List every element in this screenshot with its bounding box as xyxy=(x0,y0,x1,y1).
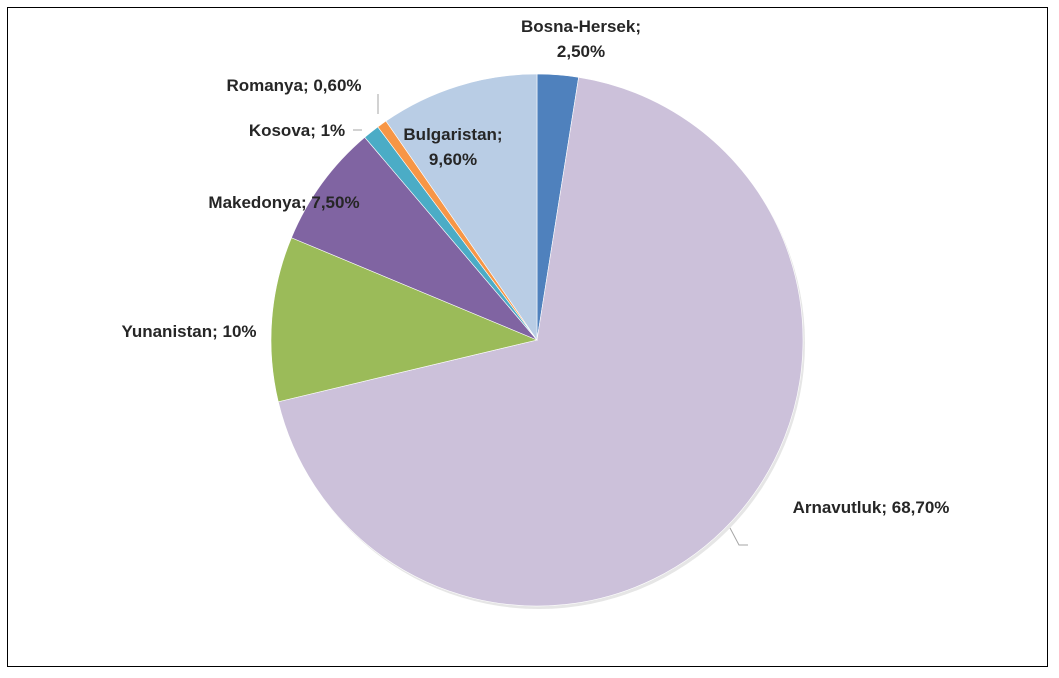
data-label-kosova: Kosova; 1% xyxy=(249,121,345,140)
data-label-arnavutluk: Arnavutluk; 68,70% xyxy=(793,498,950,517)
pie-slice-yunanistan xyxy=(270,237,538,403)
leader-line-arnavutluk xyxy=(729,527,748,546)
data-label-romanya: Romanya; 0,60% xyxy=(226,76,361,95)
pie-slices xyxy=(270,73,805,609)
pie-slice-makedonya xyxy=(291,136,538,341)
data-label-makedonya: Makedonya; 7,50% xyxy=(208,193,359,212)
leader-lines xyxy=(353,94,748,546)
pie-chart: Bosna-Hersek; 2,50% Arnavutluk; 68,70% Yuna… xyxy=(121,17,949,609)
data-label-bulgaristan: Bulgaristan; 9,60% xyxy=(403,125,502,169)
data-labels: Bosna-Hersek; 2,50% Arnavutluk; 68,70% Yuna… xyxy=(121,17,949,517)
data-label-yunanistan: Yunanistan; 10% xyxy=(121,322,256,341)
pie-slice-bulgaristan xyxy=(385,73,538,341)
data-label-bosna-hersek: Bosna-Hersek; 2,50% xyxy=(521,17,641,61)
pie-slice-arnavutluk xyxy=(277,76,804,607)
chart-area: Bosna-Hersek; 2,50% Arnavutluk; 68,70% Yuna… xyxy=(7,7,1048,667)
